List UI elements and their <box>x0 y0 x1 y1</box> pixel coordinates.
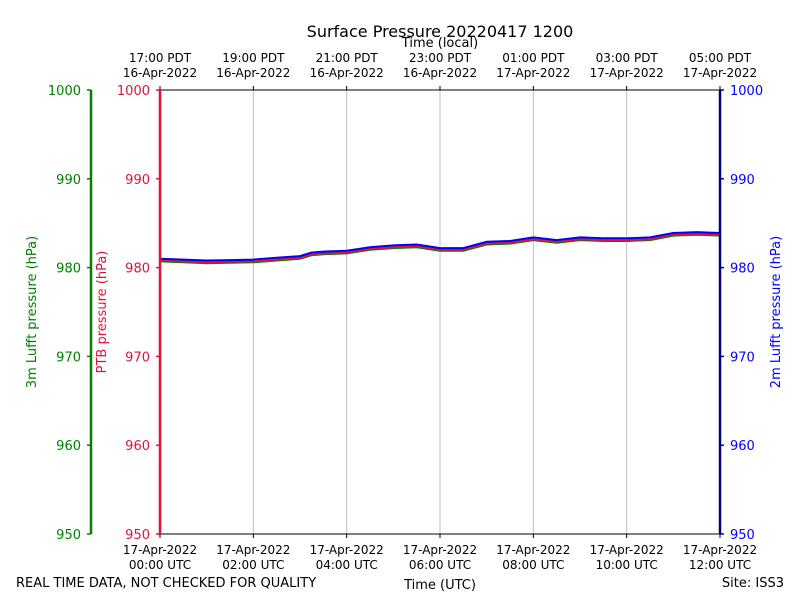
bottom-tick-label-date: 17-Apr-2022 <box>310 543 384 557</box>
left-tick-label: 950 <box>125 528 150 543</box>
top-tick-label-time: 19:00 PDT <box>222 51 285 65</box>
right-tick-label: 970 <box>730 350 755 365</box>
series-group <box>159 231 721 265</box>
bottom-tick-label-time: 00:00 UTC <box>129 558 191 572</box>
left-tick-label: 980 <box>125 262 150 277</box>
right-tick-label: 990 <box>730 173 755 188</box>
bottom-tick-label-date: 17-Apr-2022 <box>683 543 757 557</box>
outer-left-tick-label: 950 <box>56 528 81 543</box>
right-tick-label: 950 <box>730 528 755 543</box>
top-tick-label-date: 16-Apr-2022 <box>216 66 290 80</box>
top-tick-label-time: 23:00 PDT <box>409 51 472 65</box>
outer-left-tick-label: 990 <box>56 173 81 188</box>
bottom-tick-label-date: 17-Apr-2022 <box>216 543 290 557</box>
top-axis-label: Time (local) <box>401 36 478 51</box>
site-label: Site: ISS3 <box>721 576 784 591</box>
outer-left-axis-label: 3m Lufft pressure (hPa) <box>25 236 40 388</box>
top-tick-label-time: 03:00 PDT <box>596 51 659 65</box>
right-tick-label: 1000 <box>730 84 763 99</box>
series-line <box>159 232 721 264</box>
right-axis-label: 2m Lufft pressure (hPa) <box>769 236 784 388</box>
grid <box>252 90 628 534</box>
outer-left-tick-label: 970 <box>56 350 81 365</box>
bottom-tick-label-time: 12:00 UTC <box>689 558 751 572</box>
right-tick-label: 980 <box>730 262 755 277</box>
right-tick-label: 960 <box>730 439 755 454</box>
top-tick-label-time: 05:00 PDT <box>689 51 752 65</box>
bottom-tick-label-date: 17-Apr-2022 <box>403 543 477 557</box>
top-tick-label-date: 16-Apr-2022 <box>123 66 197 80</box>
bottom-tick-label-time: 04:00 UTC <box>316 558 378 572</box>
outer-left-tick-label: 1000 <box>48 84 81 99</box>
bottom-tick-label-time: 08:00 UTC <box>502 558 564 572</box>
left-tick-label: 990 <box>125 173 150 188</box>
left-tick-label: 1000 <box>117 84 150 99</box>
left-axis-label: PTB pressure (hPa) <box>95 251 110 374</box>
outer-left-tick-label: 960 <box>56 439 81 454</box>
top-tick-label-date: 17-Apr-2022 <box>496 66 570 80</box>
outer-left-tick-label: 980 <box>56 262 81 277</box>
bottom-tick-label-time: 10:00 UTC <box>596 558 658 572</box>
series-line <box>159 231 721 262</box>
tick-labels: 950 950 950 960 960 960 970 970 970 980 980 980 990 9… <box>48 51 763 572</box>
top-tick-label-date: 16-Apr-2022 <box>403 66 477 80</box>
chart-title: Surface Pressure 20220417 1200 <box>307 22 574 41</box>
top-tick-label-date: 17-Apr-2022 <box>683 66 757 80</box>
quality-disclaimer: REAL TIME DATA, NOT CHECKED FOR QUALITY <box>16 576 317 591</box>
bottom-tick-label-time: 02:00 UTC <box>222 558 284 572</box>
axes <box>87 86 724 538</box>
bottom-tick-label-date: 17-Apr-2022 <box>590 543 664 557</box>
top-tick-label-date: 16-Apr-2022 <box>310 66 384 80</box>
bottom-axis-label: Time (UTC) <box>403 578 476 593</box>
bottom-tick-label-date: 17-Apr-2022 <box>123 543 197 557</box>
left-tick-label: 970 <box>125 350 150 365</box>
top-tick-label-time: 17:00 PDT <box>129 51 192 65</box>
left-tick-label: 960 <box>125 439 150 454</box>
top-tick-label-time: 01:00 PDT <box>502 51 565 65</box>
top-tick-label-date: 17-Apr-2022 <box>590 66 664 80</box>
bottom-tick-label-date: 17-Apr-2022 <box>496 543 570 557</box>
top-tick-label-time: 21:00 PDT <box>316 51 379 65</box>
bottom-tick-label-time: 06:00 UTC <box>409 558 471 572</box>
